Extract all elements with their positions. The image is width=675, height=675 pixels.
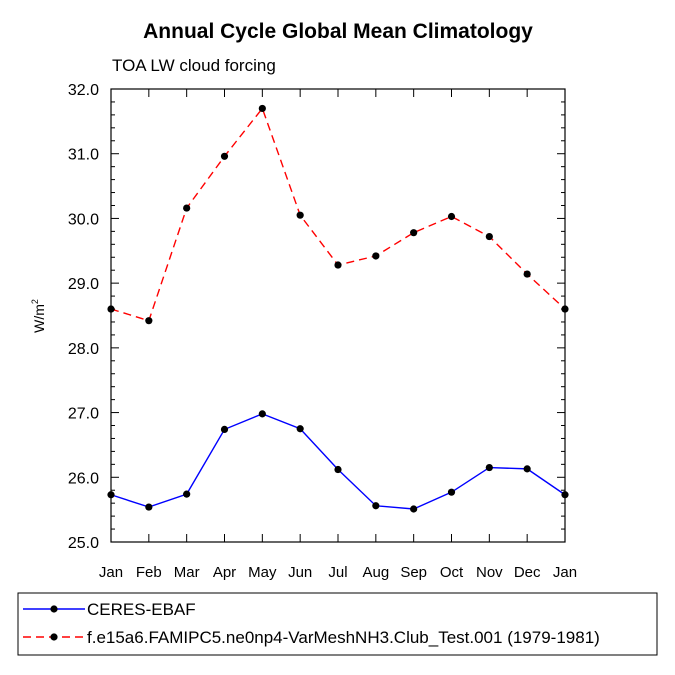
x-tick-labels: Jan Feb Mar Apr May Jun Jul Aug Sep Oct Nov Dec Jan xyxy=(99,564,577,581)
legend-label-ceres: CERES-EBAF xyxy=(87,600,196,619)
series-1-point xyxy=(258,104,266,113)
x-tick-label: Jan xyxy=(99,564,123,581)
series-0-point xyxy=(220,425,229,433)
legend-item-model: f.e15a6.FAMIPC5.ne0np4-VarMeshNH3.Club_T… xyxy=(23,628,600,647)
series-1-point xyxy=(410,229,418,237)
axis-ticks xyxy=(110,88,566,543)
series-0-point xyxy=(372,502,380,510)
x-tick-label: Oct xyxy=(440,564,464,581)
legend-marker-ceres xyxy=(50,605,58,613)
y-tick-labels: 25.0 26.0 27.0 28.0 29.0 30.0 31.0 32.0 xyxy=(68,82,99,552)
series-0-point xyxy=(410,505,418,513)
legend-item-ceres: CERES-EBAF xyxy=(23,600,196,619)
x-tick-label: May xyxy=(248,564,277,581)
y-tick-label: 30.0 xyxy=(68,211,99,228)
chart-subtitle: TOA LW cloud forcing xyxy=(112,56,276,75)
x-tick-label: Feb xyxy=(136,564,162,581)
series-0-point xyxy=(447,488,456,496)
series-0-point xyxy=(145,503,153,511)
y-tick-label: 28.0 xyxy=(68,341,99,358)
y-tick-label: 32.0 xyxy=(68,82,99,99)
series-1-point xyxy=(220,152,229,160)
y-tick-label: 26.0 xyxy=(68,470,99,487)
series-0-point xyxy=(258,410,266,418)
x-tick-label: Jan xyxy=(553,564,577,581)
series-1-point xyxy=(523,270,531,278)
x-tick-label: Sep xyxy=(400,564,427,581)
series-0-point xyxy=(523,465,531,473)
chart-title: Annual Cycle Global Mean Climatology xyxy=(143,20,533,43)
y-tick-label: 25.0 xyxy=(68,535,99,552)
series-1-point xyxy=(334,261,342,269)
series-layer xyxy=(107,104,569,513)
series-0-point xyxy=(296,425,304,433)
legend-marker-model xyxy=(50,633,58,641)
x-tick-label: Jun xyxy=(288,564,312,581)
y-axis-label: W/m2 xyxy=(30,299,47,333)
plot-frame xyxy=(110,88,566,543)
series-1-point xyxy=(372,252,380,260)
svg-text:W/m2: W/m2 xyxy=(30,299,47,333)
series-1-point xyxy=(485,232,493,241)
y-axis-label-text: W/m xyxy=(31,304,47,333)
series-0-point xyxy=(183,490,191,498)
y-tick-label: 31.0 xyxy=(68,147,99,164)
y-tick-label: 27.0 xyxy=(68,406,99,423)
series-1-point xyxy=(447,212,456,221)
x-tick-label: Jul xyxy=(328,564,347,581)
legend: CERES-EBAF f.e15a6.FAMIPC5.ne0np4-VarMes… xyxy=(17,592,658,656)
x-tick-label: Nov xyxy=(476,564,503,581)
x-tick-label: Mar xyxy=(174,564,200,581)
legend-label-model: f.e15a6.FAMIPC5.ne0np4-VarMeshNH3.Club_T… xyxy=(87,628,600,647)
y-tick-label: 29.0 xyxy=(68,276,99,293)
x-tick-label: Apr xyxy=(213,564,236,581)
series-1-point xyxy=(183,204,191,212)
series-0-point xyxy=(485,463,493,472)
y-axis-label-superscript: 2 xyxy=(30,299,40,304)
x-tick-label: Dec xyxy=(514,564,541,581)
series-line-0 xyxy=(110,413,566,510)
series-line-1 xyxy=(110,106,566,322)
legend-box xyxy=(17,592,658,656)
x-tick-label: Aug xyxy=(362,564,389,581)
series-0-point xyxy=(334,465,342,474)
series-1-point xyxy=(145,317,153,325)
series-1-point xyxy=(296,211,304,219)
